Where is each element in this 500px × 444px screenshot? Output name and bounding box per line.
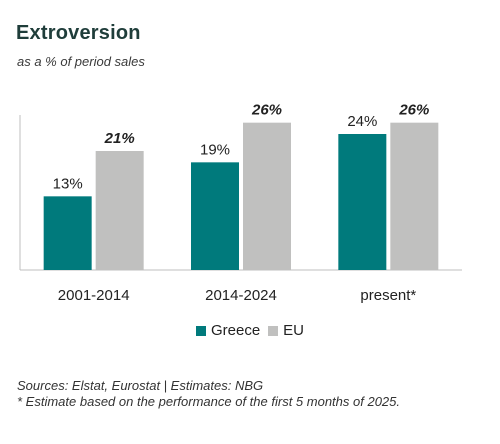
chart-notes: Sources: Elstat, Eurostat | Estimates: N…: [17, 378, 487, 410]
legend-item-greece: Greece: [195, 322, 261, 339]
bar-greece-2: [338, 134, 387, 270]
sources-note: Sources: Elstat, Eurostat | Estimates: N…: [17, 378, 264, 393]
x-tick-label-1: 2014-2024: [205, 287, 277, 304]
bar-eu-0: [95, 151, 144, 270]
x-tick-label-0: 2001-2014: [58, 287, 130, 304]
bar-eu-2: [390, 122, 439, 270]
legend-swatch-greece: [195, 325, 206, 336]
chart-title: Extroversion: [16, 22, 141, 44]
legend-label-greece: Greece: [210, 322, 261, 339]
legend: Greece EU: [0, 322, 500, 339]
legend-item-eu: EU: [268, 322, 304, 339]
x-tick-label-2: present*: [360, 287, 416, 304]
data-label-eu-2: 26%: [398, 102, 429, 119]
footnote: * Estimate based on the performance of t…: [17, 394, 400, 409]
bar-greece-1: [191, 162, 239, 270]
legend-swatch-eu: [268, 325, 279, 336]
legend-label-eu: EU: [283, 322, 305, 339]
bar-chart: 13% 21% 2001-2014 19% 26% 2014-2024 24% 26% pres…: [19, 102, 462, 304]
bar-greece-0: [43, 196, 92, 270]
chart-subtitle: as a % of period sales: [17, 54, 145, 69]
data-label-eu-1: 26%: [251, 102, 282, 119]
data-label-greece-0: 13%: [53, 175, 83, 192]
bar-eu-1: [243, 122, 291, 270]
data-label-greece-2: 24%: [347, 113, 377, 130]
data-label-greece-1: 19%: [200, 141, 230, 158]
data-label-eu-0: 21%: [104, 130, 135, 147]
